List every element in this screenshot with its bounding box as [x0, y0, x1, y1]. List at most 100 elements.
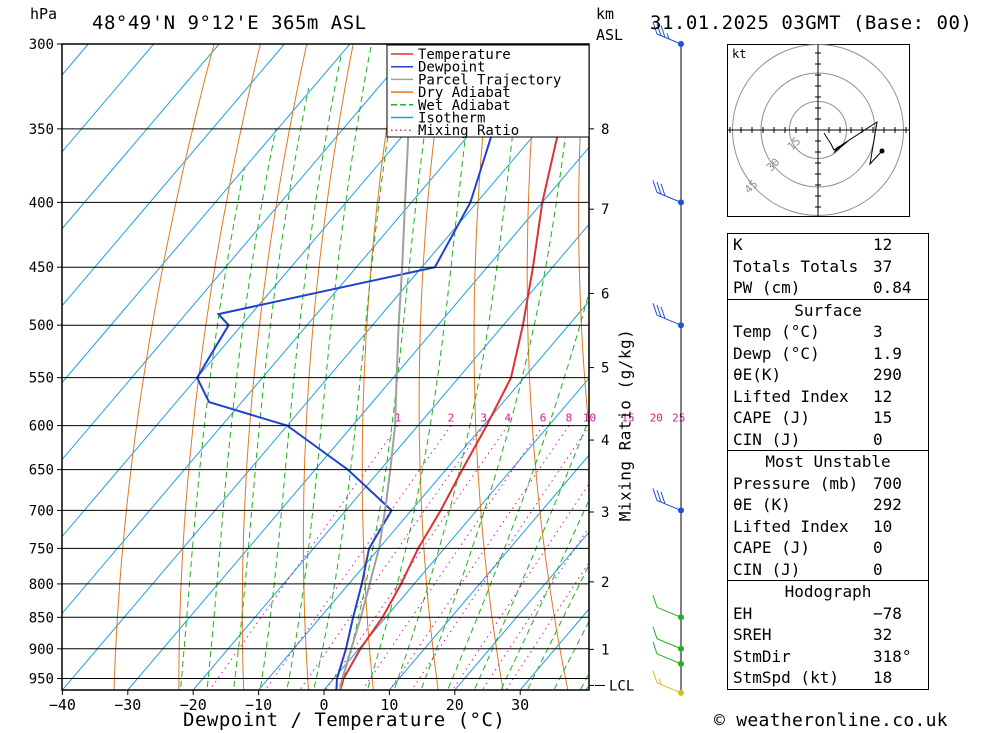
- temperature-tick-label: −10: [245, 696, 272, 714]
- hodograph: kt 15 30 45: [727, 44, 910, 217]
- wind-barb-feather: [652, 303, 658, 316]
- wind-barb-feather: [652, 180, 658, 193]
- asl-axis-title: ASL: [596, 26, 624, 44]
- index-label: Temp (°C): [733, 322, 820, 341]
- temperature-tick-label: −40: [49, 696, 76, 714]
- legend-label: Wet Adiabat: [418, 98, 511, 114]
- index-row: K 12: [728, 234, 928, 256]
- hodograph-section-title: Hodograph: [728, 580, 928, 603]
- x-axis-label: Dewpoint / Temperature (°C): [183, 709, 506, 731]
- index-row: Temp (°C) 3: [728, 321, 928, 343]
- temperature-tick-label: −30: [114, 696, 141, 714]
- isotherm-line: [127, 146, 589, 690]
- km-tick-label: 8: [601, 122, 609, 138]
- pressure-tick-label: 350: [29, 122, 54, 138]
- wind-barb-feather: [660, 183, 666, 196]
- index-value: −78: [873, 603, 902, 623]
- index-label: Lifted Index: [733, 386, 849, 406]
- isotherm-line: [62, 69, 589, 690]
- wind-barb-feather: [656, 304, 662, 318]
- legend-label: Dry Adiabat: [418, 85, 511, 101]
- mixing-ratio-label: 1: [395, 412, 402, 425]
- legend-label: Parcel Trajectory: [418, 72, 561, 88]
- index-label: CAPE (J): [733, 538, 811, 557]
- dry-adiabat-line: [526, 44, 569, 690]
- wet-adiabat-line: [259, 53, 343, 690]
- pressure-tick-label: 850: [29, 610, 54, 626]
- index-value: 0.84: [873, 278, 912, 297]
- wind-barb-feather: [652, 21, 658, 35]
- index-row: Pressure (mb) 700: [728, 473, 928, 495]
- datetime-title: 31.01.2025 03GMT (Base: 00): [650, 12, 973, 34]
- dry-adiabat-line: [113, 44, 215, 690]
- index-row: Totals Totals 37: [728, 256, 928, 278]
- index-row: CAPE (J) 0: [728, 537, 928, 559]
- wind-barb-feather: [652, 595, 658, 608]
- index-value: 3: [873, 322, 883, 341]
- hodograph-unit-label: kt: [732, 47, 746, 61]
- km-tick-label: 4: [601, 433, 609, 449]
- isotherm-line: [323, 377, 589, 690]
- dry-adiabat-line: [629, 0, 703, 707]
- index-label: K: [733, 235, 743, 254]
- hodograph-trace: [823, 120, 883, 166]
- parcel-trajectory-line: [339, 79, 413, 690]
- wet-adiabat-line: [553, 620, 589, 690]
- mixing-ratio-line: [389, 425, 570, 690]
- index-value: 32: [873, 625, 893, 644]
- index-row: θE (K) 292: [728, 494, 928, 516]
- index-value: 0: [873, 429, 883, 449]
- index-label: EH: [733, 603, 753, 623]
- dry-adiabat-line: [302, 44, 354, 690]
- dry-adiabat-line: [361, 44, 401, 690]
- copyright-credit: © weatheronline.co.uk: [714, 710, 948, 731]
- isotherm-line: [62, 44, 416, 461]
- mixing-ratio-line: [451, 483, 589, 690]
- mixing-ratio-label: 20: [650, 412, 663, 425]
- pressure-tick-label: 700: [29, 503, 54, 519]
- mixing-ratio-label: 25: [672, 412, 685, 425]
- index-label: PW (cm): [733, 278, 801, 297]
- wind-barb-feather: [660, 491, 666, 504]
- index-label: CIN (J): [733, 559, 801, 579]
- index-value: 18: [873, 668, 893, 687]
- km-tick-label: 2: [601, 575, 609, 591]
- mixing-ratio-line: [505, 561, 589, 690]
- index-value: 0: [873, 559, 883, 579]
- wet-adiabat-line: [179, 166, 246, 690]
- wind-barb-feather: [652, 670, 658, 683]
- wet-adiabat-line: [206, 128, 277, 690]
- wind-barb-feather: [656, 489, 662, 503]
- plot-frame: [61, 43, 590, 691]
- index-label: Dewp (°C): [733, 343, 820, 363]
- km-tick-label: 6: [601, 286, 609, 302]
- pressure-tick-label: 600: [29, 419, 54, 435]
- dry-adiabat-line: [473, 44, 504, 690]
- index-value: 290: [873, 365, 902, 384]
- isotherm-line: [192, 223, 589, 690]
- mixing-ratio-label: 8: [566, 412, 573, 425]
- wind-barb-feather: [656, 181, 662, 195]
- storm-motion-arrow: [833, 141, 849, 154]
- isotherm-line: [62, 44, 482, 538]
- legend-label: Mixing Ratio: [418, 123, 519, 139]
- km-tick-label: LCL: [609, 678, 634, 694]
- legend-label: Isotherm: [418, 111, 485, 127]
- isotherm-line: [389, 454, 589, 690]
- index-label: SREH: [733, 625, 772, 644]
- wet-adiabat-line: [393, 44, 524, 690]
- legend-label: Temperature: [418, 47, 511, 63]
- pressure-tick-label: 300: [29, 37, 54, 53]
- pressure-tick-label: 400: [29, 195, 54, 211]
- isotherm-line: [258, 300, 589, 690]
- km-tick-label: 7: [601, 202, 609, 218]
- wet-adiabat-line: [286, 44, 372, 690]
- pressure-tick-label: 800: [29, 577, 54, 593]
- pressure-tick-label: 500: [29, 318, 54, 334]
- index-value: 37: [873, 256, 893, 276]
- mixing-ratio-label: 2: [448, 412, 455, 425]
- index-row: CIN (J) 0: [728, 559, 928, 581]
- pressure-tick-label: 750: [29, 541, 54, 557]
- index-row: Lifted Index 10: [728, 516, 928, 538]
